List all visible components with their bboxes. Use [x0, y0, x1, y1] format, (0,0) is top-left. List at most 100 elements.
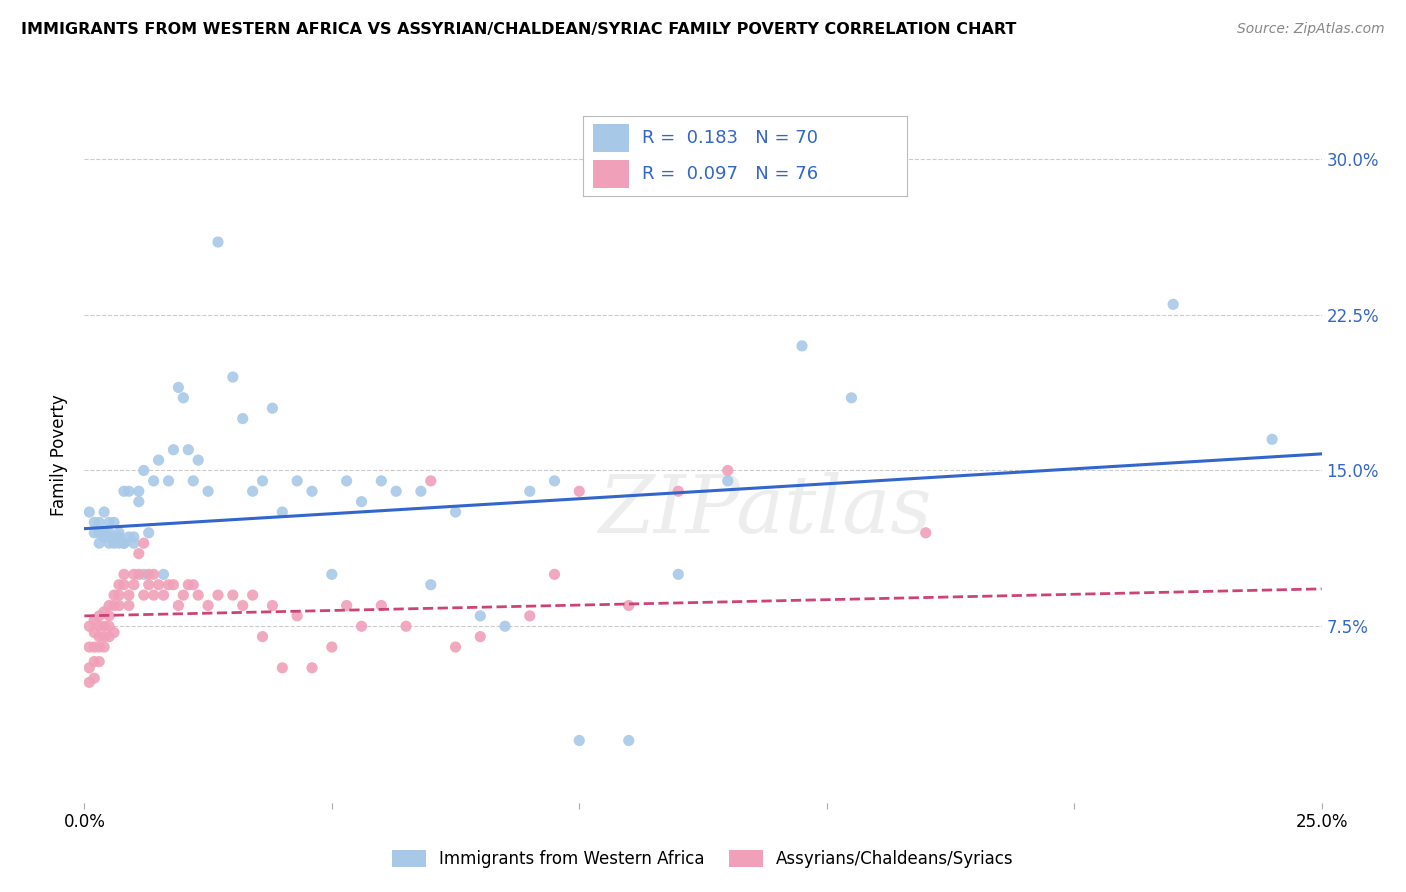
Point: [98, 516, 121, 530]
Point: [321, 640, 343, 654]
Point: [242, 588, 264, 602]
Point: [181, 474, 204, 488]
Point: [252, 630, 274, 644]
Point: [89, 536, 111, 550]
Point: [98, 530, 121, 544]
Point: [98, 525, 121, 540]
Point: [79, 640, 101, 654]
Point: [409, 484, 432, 499]
Text: Source: ZipAtlas.com: Source: ZipAtlas.com: [1237, 22, 1385, 37]
Point: [568, 733, 591, 747]
Point: [285, 608, 308, 623]
Point: [207, 235, 229, 249]
Point: [98, 630, 121, 644]
Point: [370, 599, 392, 613]
Point: [152, 567, 174, 582]
Point: [197, 484, 219, 499]
Point: [108, 536, 131, 550]
Point: [108, 578, 131, 592]
Point: [118, 530, 141, 544]
Point: [132, 588, 155, 602]
Text: R =  0.097   N = 76: R = 0.097 N = 76: [641, 165, 818, 183]
Point: [79, 675, 101, 690]
Point: [79, 619, 101, 633]
Point: [108, 525, 131, 540]
Point: [207, 588, 229, 602]
Point: [841, 391, 863, 405]
Point: [89, 516, 111, 530]
Point: [128, 567, 150, 582]
Point: [543, 474, 565, 488]
Point: [167, 380, 190, 394]
Point: [93, 605, 115, 619]
Point: [172, 588, 194, 602]
Point: [98, 536, 121, 550]
Point: [444, 505, 467, 519]
Point: [444, 640, 467, 654]
Point: [132, 536, 155, 550]
Point: [177, 578, 200, 592]
Point: [717, 463, 740, 477]
Point: [419, 578, 441, 592]
Point: [122, 578, 145, 592]
Point: [138, 567, 160, 582]
Point: [132, 567, 155, 582]
Point: [112, 567, 135, 582]
Point: [93, 530, 115, 544]
Point: [112, 484, 135, 499]
Point: [98, 608, 121, 623]
Point: [187, 588, 209, 602]
Point: [262, 599, 284, 613]
Point: [519, 608, 541, 623]
Point: [98, 619, 121, 633]
Bar: [593, 124, 628, 152]
Point: [187, 453, 209, 467]
Text: ZIPatlas: ZIPatlas: [598, 472, 932, 549]
Point: [519, 484, 541, 499]
Point: [157, 578, 180, 592]
Point: [142, 567, 165, 582]
Point: [93, 505, 115, 519]
Point: [89, 525, 111, 540]
Point: [93, 619, 115, 633]
Point: [128, 494, 150, 508]
Point: [301, 661, 323, 675]
Point: [262, 401, 284, 416]
Point: [142, 588, 165, 602]
Point: [321, 567, 343, 582]
Point: [128, 547, 150, 561]
Point: [118, 484, 141, 499]
Point: [79, 505, 101, 519]
Point: [336, 474, 359, 488]
Point: [568, 484, 591, 499]
Point: [112, 536, 135, 550]
Point: [494, 619, 516, 633]
Point: [142, 474, 165, 488]
Point: [112, 536, 135, 550]
Point: [108, 599, 131, 613]
Text: R =  0.183   N = 70: R = 0.183 N = 70: [641, 128, 818, 146]
Point: [385, 484, 408, 499]
Point: [83, 625, 105, 640]
Point: [177, 442, 200, 457]
Point: [83, 671, 105, 685]
Point: [617, 599, 640, 613]
Point: [108, 530, 131, 544]
Point: [617, 733, 640, 747]
Point: [103, 536, 125, 550]
Point: [543, 567, 565, 582]
Point: [152, 588, 174, 602]
Point: [103, 599, 125, 613]
Point: [132, 463, 155, 477]
Point: [148, 578, 170, 592]
Point: [470, 608, 492, 623]
Point: [138, 525, 160, 540]
Point: [350, 619, 373, 633]
Point: [666, 484, 689, 499]
Point: [336, 599, 359, 613]
Point: [172, 391, 194, 405]
Point: [103, 588, 125, 602]
Point: [112, 578, 135, 592]
Point: [118, 588, 141, 602]
Point: [89, 630, 111, 644]
